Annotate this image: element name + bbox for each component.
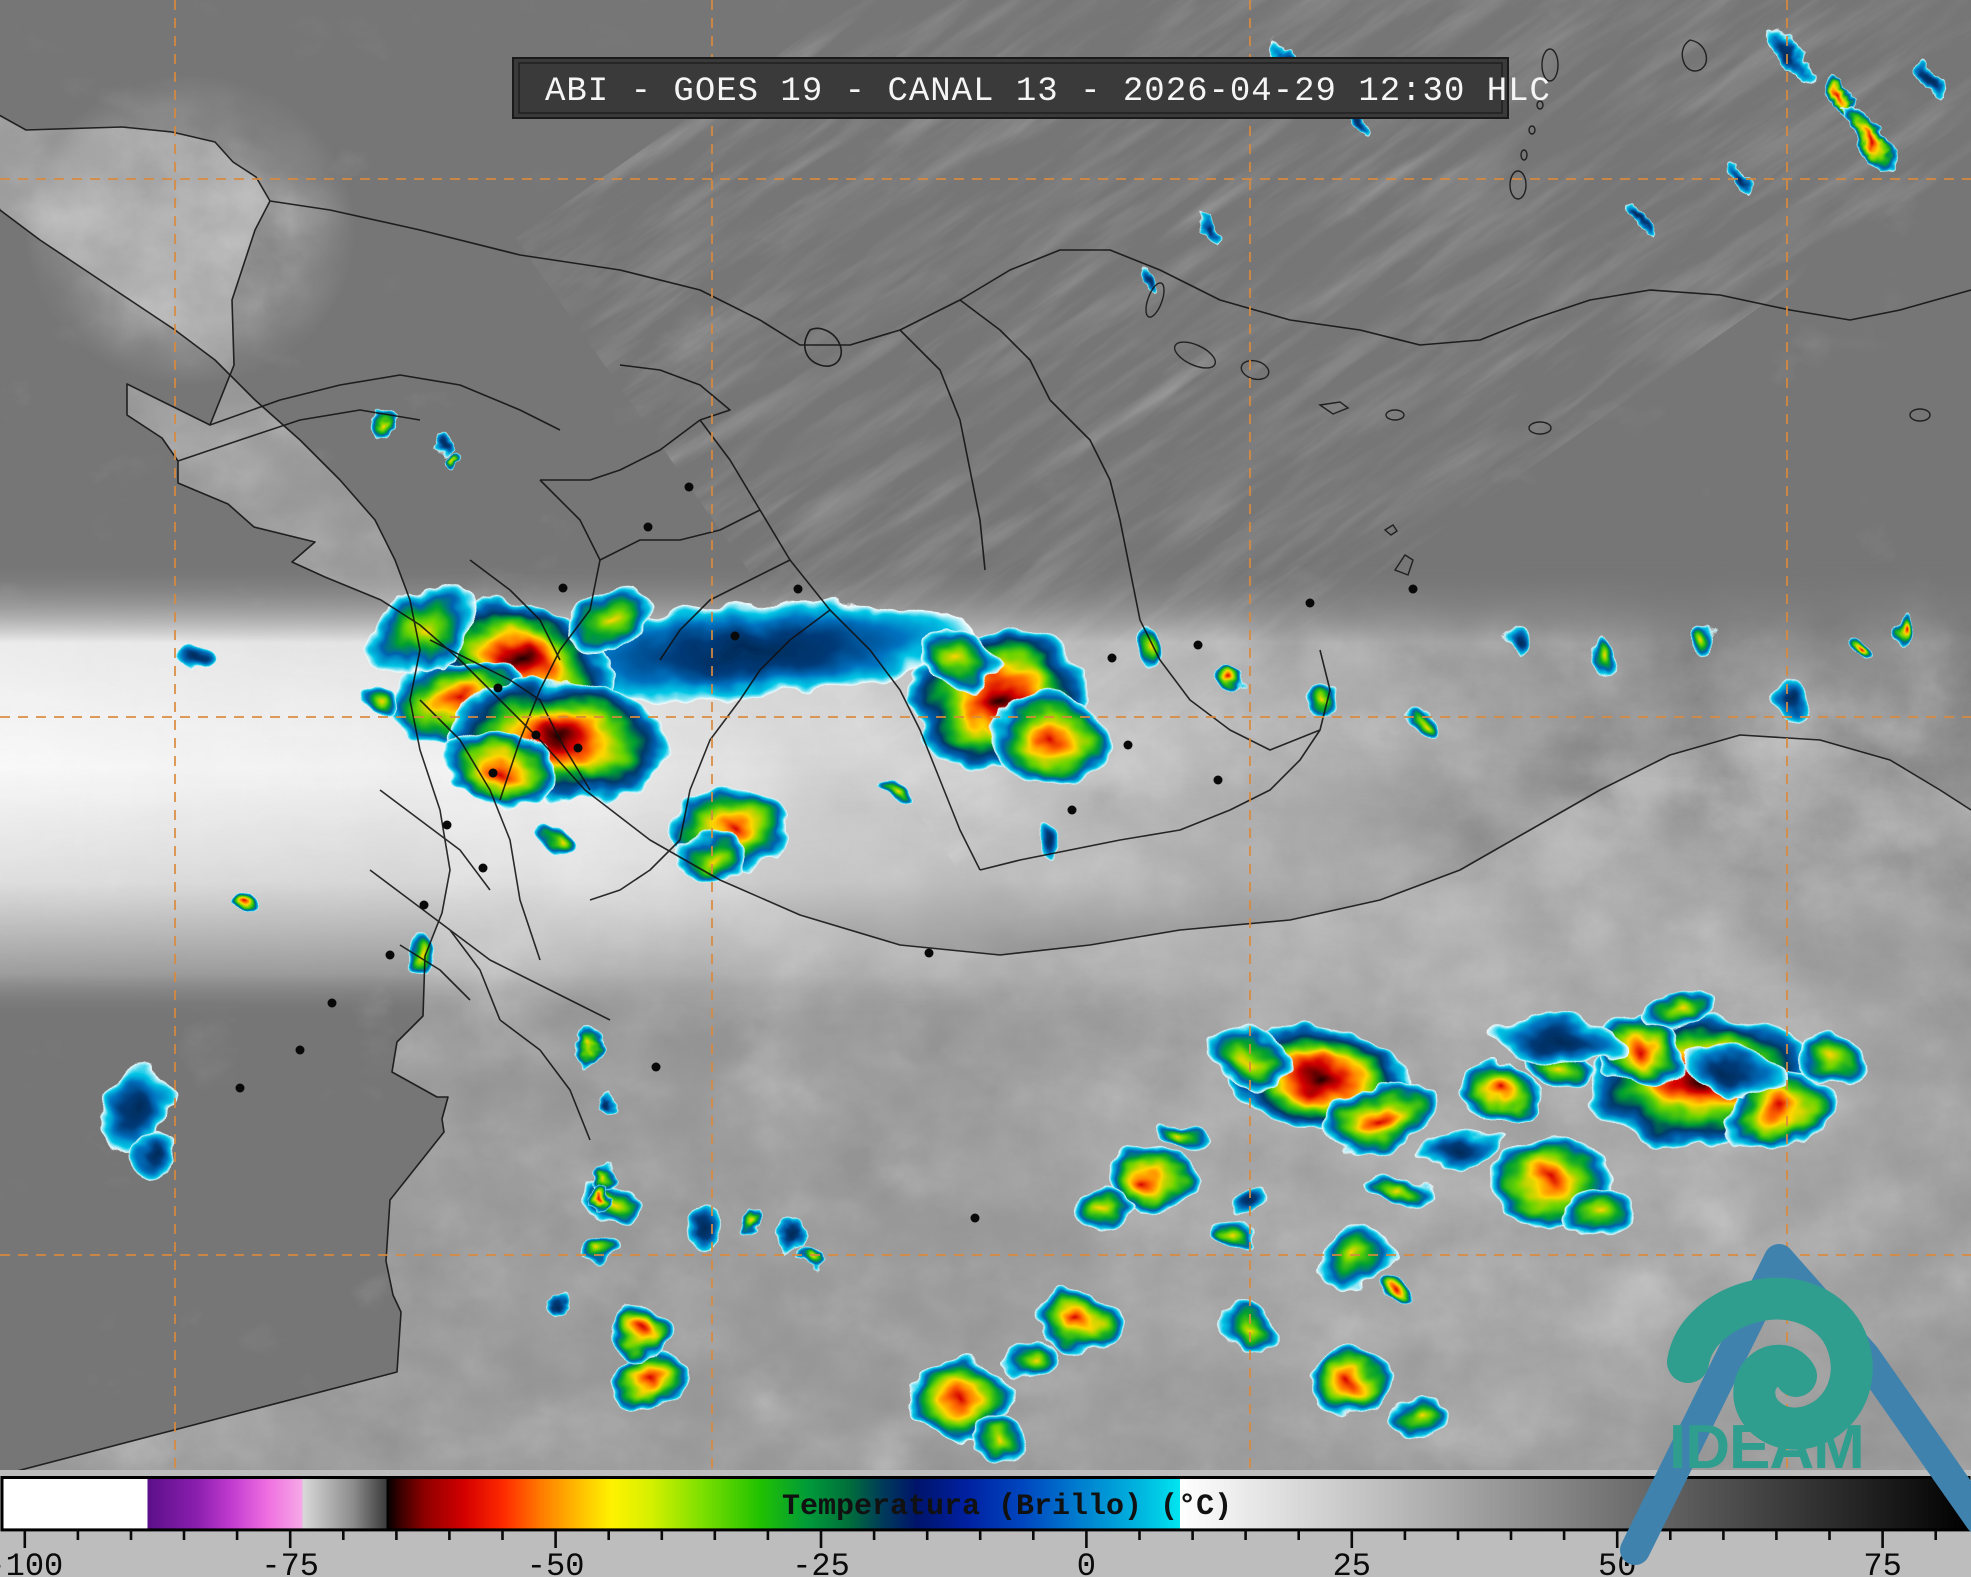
svg-text:-50: -50: [527, 1548, 585, 1577]
svg-text:-100: -100: [0, 1548, 63, 1577]
svg-text:-75: -75: [261, 1548, 319, 1577]
svg-text:Temperatura (Brillo) (°C): Temperatura (Brillo) (°C): [782, 1490, 1232, 1524]
svg-text:-25: -25: [792, 1548, 850, 1577]
svg-text:25: 25: [1333, 1548, 1371, 1577]
svg-text:ABI - GOES 19 - CANAL 13 - 202: ABI - GOES 19 - CANAL 13 - 2026-04-29 12…: [545, 73, 1551, 111]
svg-text:IDEAM: IDEAM: [1669, 1413, 1864, 1482]
svg-text:75: 75: [1863, 1548, 1901, 1577]
svg-text:0: 0: [1077, 1548, 1096, 1577]
